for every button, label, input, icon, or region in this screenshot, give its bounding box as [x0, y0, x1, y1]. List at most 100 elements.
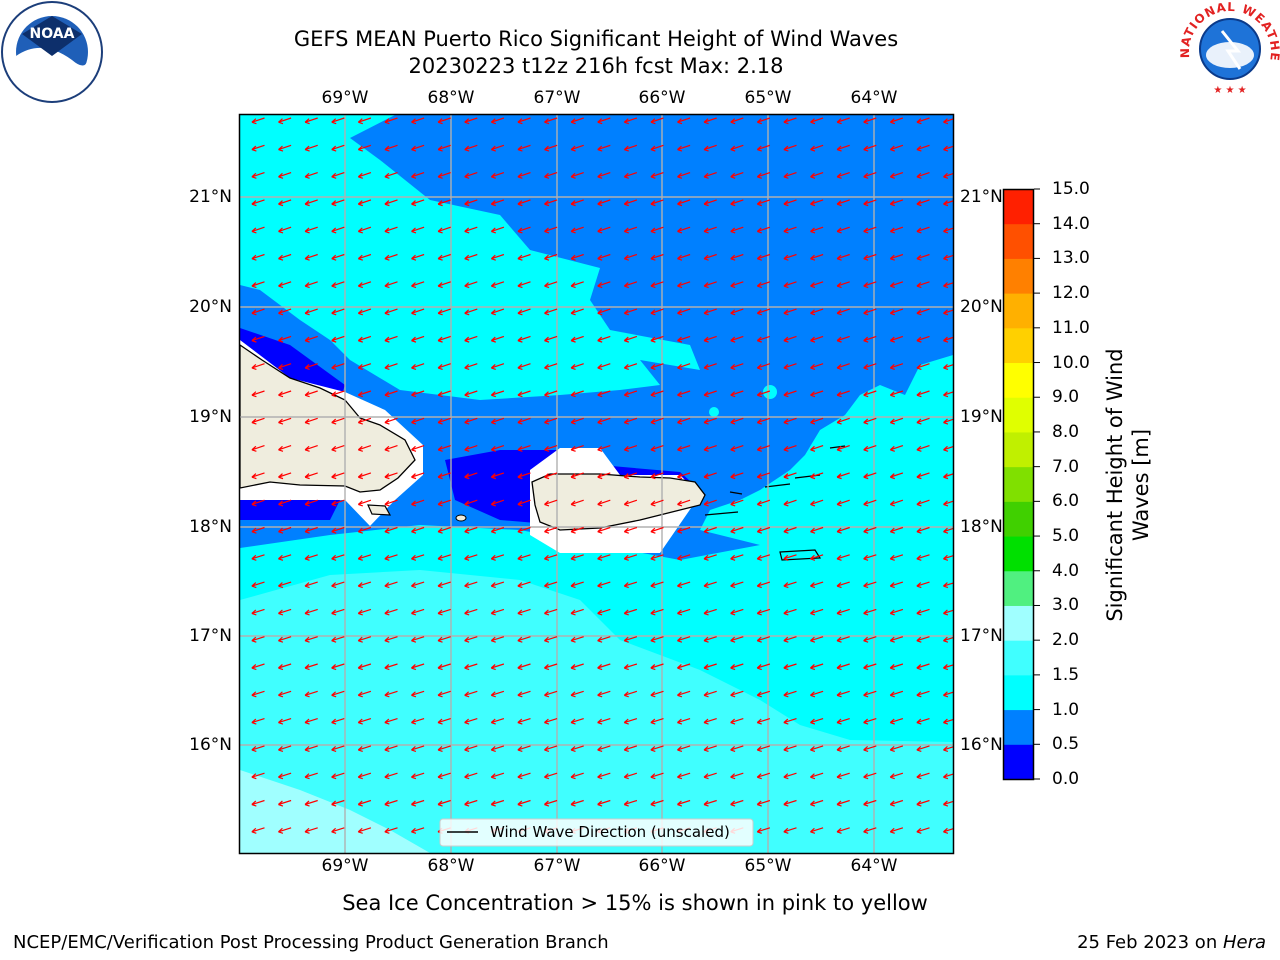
wave-arrow	[490, 745, 505, 752]
wave-arrow	[756, 799, 771, 807]
wave-arrow	[916, 581, 930, 589]
colorbar-tick: 10.0	[1052, 352, 1090, 373]
colorbar-tick: 11.0	[1052, 317, 1090, 338]
wave-arrow	[703, 799, 717, 807]
colorbar-tick: 15.0	[1052, 179, 1090, 199]
wave-arrow	[517, 117, 531, 125]
wave-arrow	[703, 608, 717, 616]
wave-arrow	[411, 499, 425, 507]
wave-arrow	[251, 253, 265, 261]
wave-arrow	[863, 608, 877, 616]
wave-arrow	[943, 118, 953, 125]
wave-arrow	[623, 172, 638, 179]
wave-arrow	[304, 827, 318, 834]
wave-arrow	[836, 335, 850, 343]
wave-arrow	[650, 663, 664, 671]
wave-arrow	[544, 363, 558, 370]
lon-label: 68°W	[427, 856, 475, 876]
wave-arrow	[304, 226, 318, 234]
wave-arrow	[304, 445, 318, 452]
wave-arrow	[517, 172, 531, 179]
wave-arrow	[331, 718, 345, 725]
wave-arrow	[570, 281, 584, 289]
wave-arrow	[490, 445, 505, 452]
wave-arrow	[650, 281, 664, 289]
wave-arrow	[703, 253, 717, 261]
wave-arrow	[437, 799, 451, 807]
wave-arrow	[650, 417, 664, 425]
wave-arrow	[357, 554, 372, 561]
wave-arrow	[597, 663, 611, 671]
wave-arrow	[756, 499, 771, 507]
wave-arrow	[943, 309, 953, 316]
wave-arrow	[916, 445, 930, 452]
wave-arrow	[677, 281, 691, 289]
wave-arrow	[411, 417, 425, 425]
wave-arrow	[597, 417, 611, 425]
wave-arrow	[490, 718, 505, 725]
wave-arrow	[916, 390, 930, 398]
wave-arrow	[517, 144, 531, 152]
wave-arrow	[650, 199, 664, 207]
wave-arrow	[251, 581, 265, 589]
wave-arrow	[810, 581, 824, 589]
arrow-legend: Wind Wave Direction (unscaled)	[439, 818, 754, 847]
wave-arrow	[597, 226, 611, 234]
wave-arrow	[730, 117, 744, 125]
wave-arrow	[703, 335, 717, 343]
wave-arrow	[810, 199, 824, 207]
wave-arrow	[943, 145, 953, 152]
wave-arrow	[411, 253, 425, 261]
wave-arrow	[331, 526, 345, 534]
wave-arrow	[304, 690, 318, 698]
wave-arrow	[836, 554, 850, 561]
wave-arrow	[836, 799, 850, 807]
wave-arrow	[411, 144, 425, 152]
wave-arrow	[916, 308, 930, 316]
wave-arrow	[783, 581, 797, 589]
wave-arrow	[836, 581, 850, 589]
wave-arrow	[597, 608, 611, 616]
wave-arrow	[597, 335, 611, 343]
wave-arrow	[889, 827, 904, 834]
wave-arrow	[357, 636, 372, 643]
lon-label: 67°W	[533, 856, 581, 876]
wave-arrow	[703, 226, 717, 234]
wave-arrow	[783, 799, 797, 807]
wave-arrow	[863, 226, 877, 234]
wave-arrow	[756, 581, 771, 589]
colorbar-tick: 5.0	[1052, 526, 1080, 547]
wave-arrow	[411, 445, 425, 452]
wave-arrow	[783, 226, 797, 234]
wave-arrow	[411, 390, 425, 398]
wave-arrow	[650, 636, 664, 643]
wave-arrow	[810, 172, 824, 179]
wave-arrow	[836, 172, 850, 179]
wave-arrow	[464, 226, 478, 234]
wave-arrow	[730, 199, 744, 207]
wave-arrow	[756, 827, 771, 834]
wave-arrow	[357, 690, 372, 698]
wave-arrow	[756, 335, 771, 343]
wave-arrow	[863, 390, 877, 398]
wave-arrow	[490, 608, 505, 616]
wave-arrow	[544, 772, 558, 780]
wave-arrow	[943, 445, 953, 452]
wave-arrow	[783, 390, 797, 398]
colorbar-swatch	[1003, 258, 1034, 294]
wave-arrow	[730, 281, 744, 289]
colorbar-tick: 0.0	[1052, 769, 1080, 789]
wave-arrow	[490, 554, 505, 561]
lon-label: 66°W	[638, 88, 686, 108]
wave-arrow	[517, 226, 531, 234]
wave-arrow	[783, 144, 797, 152]
wave-arrow	[623, 636, 638, 643]
wave-arrow	[943, 172, 953, 179]
wave-arrow	[544, 445, 558, 452]
wave-arrow	[331, 117, 345, 125]
colorbar-swatch	[1003, 744, 1034, 780]
wave-arrow	[357, 417, 372, 425]
colorbar-tick: 1.0	[1052, 699, 1080, 720]
wave-arrow	[730, 226, 744, 234]
legend-label: Wind Wave Direction (unscaled)	[490, 823, 730, 841]
